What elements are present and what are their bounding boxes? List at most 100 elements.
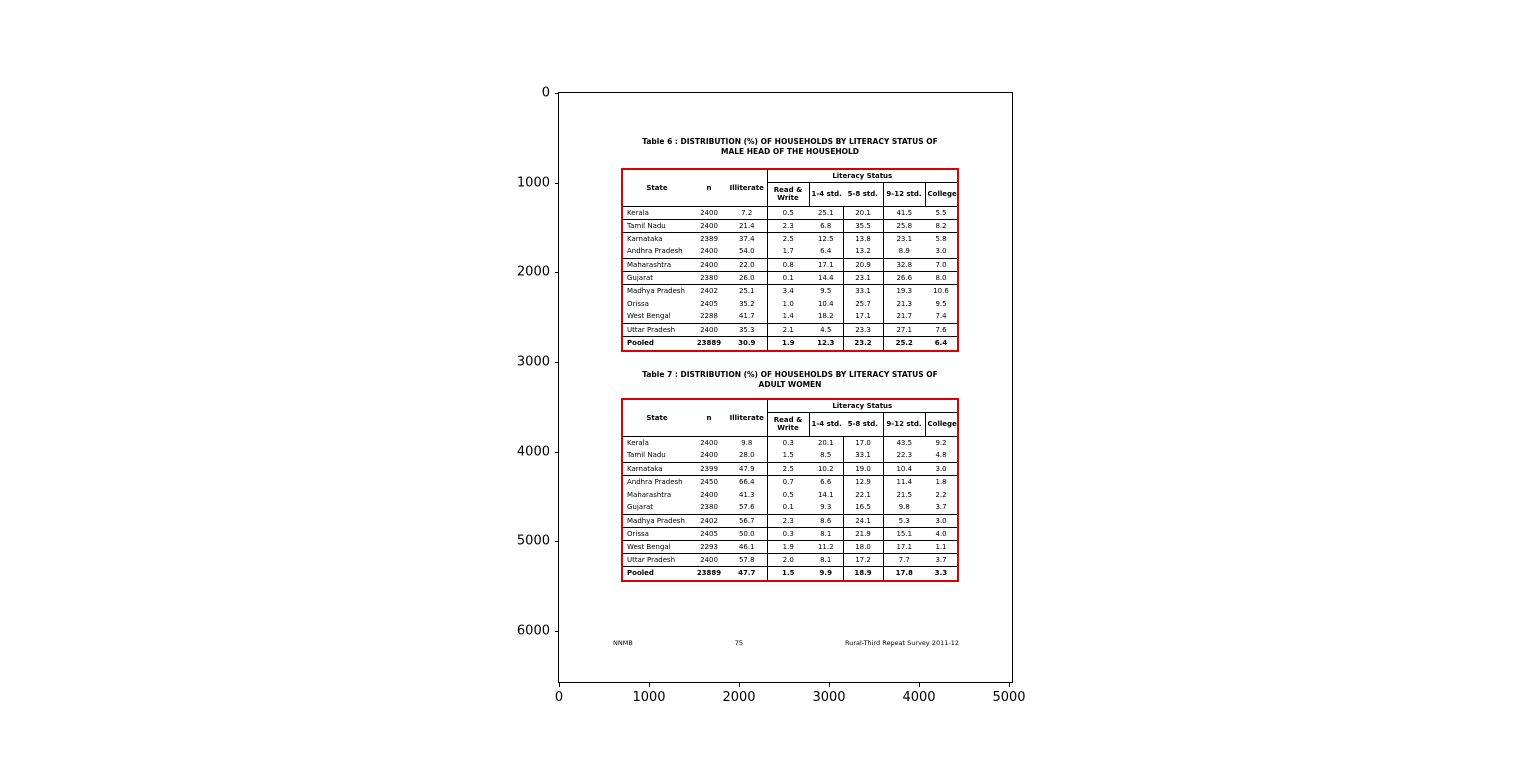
- value-cell: 3.7: [925, 501, 958, 515]
- table7-title-line2: ADULT WOMEN: [758, 380, 822, 389]
- value-cell: 8.9: [883, 245, 925, 259]
- state-cell: Tamil Nadu: [623, 449, 691, 463]
- value-cell: 14.1: [809, 488, 844, 501]
- table6-title: Table 6 : DISTRIBUTION (%) OF HOUSEHOLDS…: [621, 137, 959, 157]
- value-cell: 25.2: [883, 335, 925, 350]
- value-cell: 11.4: [896, 477, 913, 486]
- value-cell: 6.4: [809, 245, 844, 259]
- value-cell: 33.1: [843, 449, 884, 463]
- footer-org: NNMB: [613, 639, 633, 647]
- value-cell: 19.3: [896, 286, 913, 295]
- table-row: Gujarat 2380 57.6 0.1 9.3 16.5 9.8 3.7: [623, 501, 958, 515]
- state-cell: West Bengal: [623, 310, 691, 324]
- page-footer: NNMB 75 Rural-Third Repeat Survey 2011-1…: [613, 639, 959, 647]
- state-cell: Uttar Pradesh: [623, 323, 691, 337]
- state-cell: Tamil Nadu: [623, 219, 691, 233]
- value-cell: 26.6: [883, 271, 925, 285]
- table-row: Maharashtra 2400 41.3 0.5 14.1 22.1 21.5 2.2: [623, 488, 957, 501]
- value-cell: 7.4: [925, 310, 958, 324]
- value-cell: 35.2: [727, 297, 768, 310]
- column-header: 5-8 std.: [843, 412, 884, 437]
- value-cell: 5.8: [935, 234, 947, 243]
- value-cell: 10.2: [809, 462, 844, 476]
- value-cell: 19.0: [843, 462, 884, 476]
- tick-mark: [555, 362, 559, 363]
- value-cell: 20.1: [843, 206, 884, 220]
- value-cell: 47.9: [727, 462, 768, 476]
- value-cell: 9.5: [935, 299, 947, 308]
- tick-mark: [555, 182, 559, 184]
- value-cell: 66.4: [727, 475, 768, 488]
- column-header: College: [925, 182, 958, 207]
- value-cell: 20.9: [843, 258, 884, 272]
- value-cell: 4.5: [809, 323, 844, 337]
- value-cell: 7.6: [925, 323, 958, 337]
- value-cell: 3.0: [925, 514, 958, 528]
- table-row: West Bengal 2288 41.7 1.4 18.2 17.1 21.7 7.4: [623, 310, 958, 324]
- value-cell: 1.4: [767, 310, 809, 324]
- state-cell: Andhra Pradesh: [623, 245, 691, 259]
- value-cell: 2400: [691, 245, 727, 259]
- table-row: Maharashtra 2400 22.0 0.8 17.1 20.9 32.8 7.0: [623, 258, 958, 272]
- value-cell: 23.2: [843, 335, 884, 350]
- column-header: 1-4 std.: [809, 412, 843, 437]
- y-tick-label: 3000: [516, 354, 550, 370]
- table-row: Andhra Pradesh 2400 54.0 1.7 6.4 13.2 8.9 3.0: [623, 245, 958, 259]
- table-row: Uttar Pradesh 2400 35.3 2.1 4.5 23.3 27.1 7.6: [623, 323, 958, 337]
- value-cell: 2.0: [767, 553, 809, 567]
- value-cell: 13.2: [843, 245, 884, 259]
- value-cell: 37.4: [727, 232, 768, 245]
- value-cell: 18.2: [809, 310, 844, 324]
- value-cell: 12.9: [843, 475, 884, 488]
- value-cell: 0.1: [767, 271, 809, 285]
- literacy-table: State n Illiterate Literacy Status Read & Wr…: [623, 170, 958, 350]
- table7-title-line1: Table 7 : DISTRIBUTION (%) OF HOUSEHOLDS…: [642, 370, 938, 379]
- table-row: Madhya Pradesh 2402 56.7 2.3 8.6 24.1 5.3 3.0: [623, 514, 958, 528]
- value-cell: 21.9: [843, 527, 884, 541]
- value-cell: 2405: [700, 299, 718, 308]
- value-cell: 2400: [691, 449, 727, 463]
- footer-page-number: 75: [734, 639, 744, 647]
- x-tick-label: 4000: [902, 690, 936, 705]
- table-row: Uttar Pradesh 2400 57.8 2.0 8.1 17.2 7.7 3.7: [623, 553, 958, 567]
- tick-mark: [555, 451, 559, 453]
- column-header: n: [691, 400, 727, 437]
- value-cell: 54.0: [727, 245, 768, 259]
- value-cell: 2389: [700, 234, 718, 243]
- value-cell: 6.4: [925, 335, 958, 350]
- table-row: Tamil Nadu 2400 21.4 2.3 6.8 35.5 25.8 8.2: [623, 219, 958, 233]
- state-cell: Pooled: [623, 335, 691, 350]
- value-cell: 2400: [691, 219, 727, 233]
- table7: State n Illiterate Literacy Status Read & Wr…: [621, 398, 959, 582]
- value-cell: 2.1: [767, 323, 809, 337]
- value-cell: 8.2: [925, 219, 958, 233]
- table-row: Karnataka 2399 47.9 2.5 10.2 19.0 10.4 3.0: [623, 462, 958, 476]
- value-cell: 2.5: [767, 462, 809, 476]
- value-cell: 43.5: [896, 438, 913, 447]
- table6-title-line2: MALE HEAD OF THE HOUSEHOLD: [721, 147, 859, 156]
- value-cell: 41.5: [883, 206, 925, 220]
- table-row: Tamil Nadu 2400 28.0 1.5 8.5 33.1 22.3 4.8: [623, 449, 958, 463]
- state-cell: Madhya Pradesh: [623, 514, 691, 528]
- tick-mark: [739, 683, 740, 687]
- value-cell: 32.8: [883, 258, 925, 272]
- table7-title: Table 7 : DISTRIBUTION (%) OF HOUSEHOLDS…: [621, 370, 959, 390]
- table-row: Andhra Pradesh 2450 66.4 0.7 6.6 12.9 11.4 1.8: [623, 475, 957, 488]
- tick-mark: [555, 541, 559, 543]
- value-cell: 17.1: [883, 540, 925, 554]
- value-cell: 18.0: [843, 540, 884, 554]
- table6: State n Illiterate Literacy Status Read & Wr…: [621, 168, 959, 352]
- value-cell: 21.5: [896, 490, 913, 499]
- y-tick-label: 0: [541, 85, 550, 101]
- tick-mark: [649, 683, 650, 687]
- value-cell: 3.4: [782, 286, 794, 295]
- tick-mark: [555, 93, 559, 94]
- column-header: State: [623, 170, 691, 207]
- state-cell: Pooled: [623, 565, 691, 580]
- value-cell: 21.7: [883, 310, 925, 324]
- value-cell: 3.0: [925, 462, 958, 476]
- value-cell: 13.8: [843, 232, 884, 245]
- value-cell: 2400: [691, 258, 727, 272]
- table-row: Madhya Pradesh 2402 25.1 3.4 9.5 33.1 19.3 10.6: [623, 284, 957, 297]
- value-cell: 20.1: [809, 436, 844, 449]
